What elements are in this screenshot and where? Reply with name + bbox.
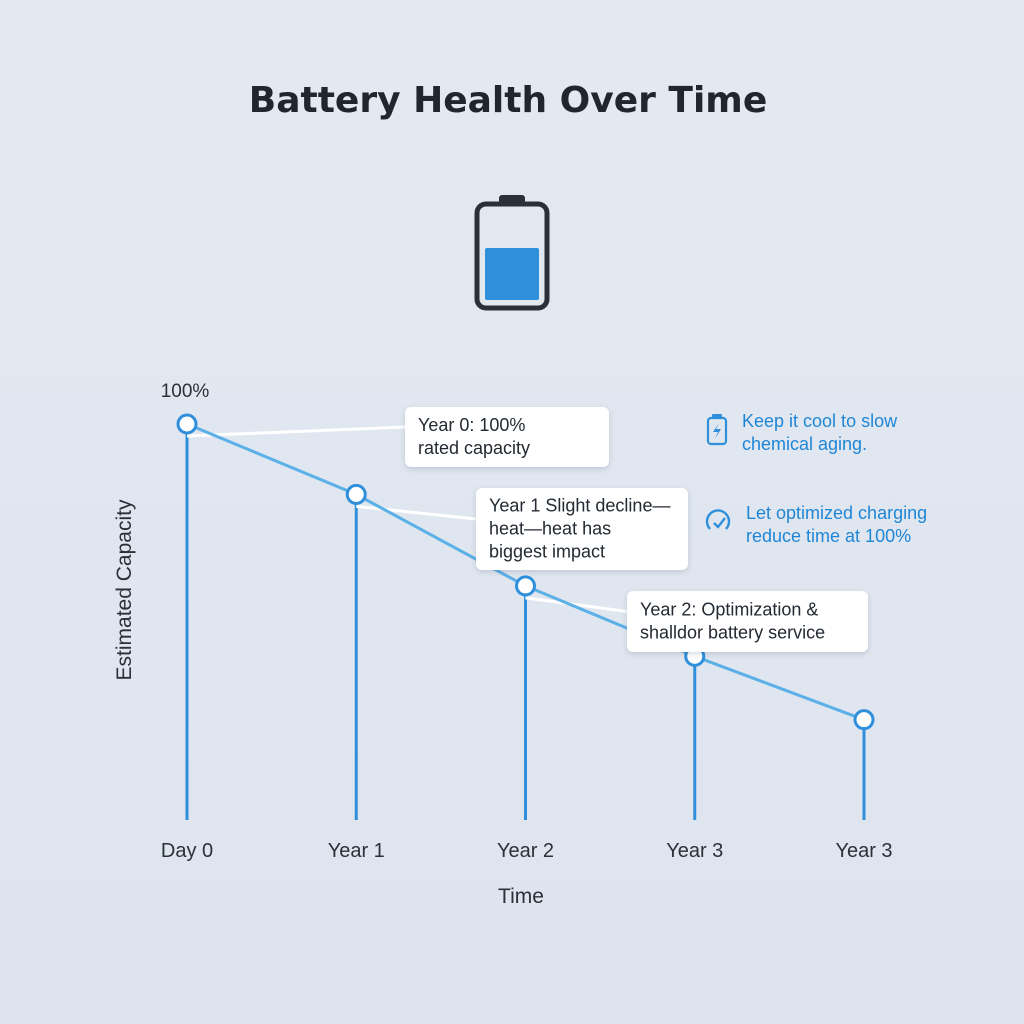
callout-text: shalldor battery service (640, 623, 825, 643)
tips: Keep it cool to slow chemical aging. Let o… (705, 411, 927, 546)
callout-box (405, 407, 609, 467)
callout: Year 0: 100% rated capacity (405, 407, 609, 467)
tip-text: Keep it cool to slow (742, 411, 898, 431)
tip-text: reduce time at 100% (746, 526, 911, 546)
callout-text: heat—heat has (489, 519, 611, 539)
data-point (345, 483, 367, 505)
battery-bolt-icon (706, 414, 728, 446)
callout-text: Year 1 Slight decline— (489, 496, 670, 516)
chart-title: Battery Health Over Time (249, 80, 767, 121)
callout: Year 1 Slight decline— heat—heat has bigge… (476, 488, 688, 570)
stem-lines (185, 424, 866, 820)
callout-box (476, 488, 688, 570)
callout-box (627, 591, 868, 652)
battery-icon (474, 195, 550, 311)
data-point (853, 709, 875, 731)
y-axis-label: Estimated Capacity (113, 499, 136, 680)
data-point (515, 575, 536, 597)
x-tick-label: Year 3 (666, 840, 723, 862)
tip-text: chemical aging. (742, 434, 867, 454)
x-axis-label: Time (498, 885, 544, 908)
callout-text: rated capacity (418, 438, 530, 458)
tip: Let optimized charging reduce time at 100… (705, 503, 927, 546)
x-tick-label: Year 2 (497, 840, 554, 862)
peak-value-label: 100% (161, 381, 210, 402)
x-tick-labels: Day 0 Year 1 Year 2 Year 3 Year 3 (161, 840, 893, 862)
callout-leader (186, 425, 406, 438)
x-tick-label: Day 0 (161, 840, 213, 862)
tip-text: Let optimized charging (746, 503, 927, 523)
gauge-check-icon (705, 509, 731, 530)
callout-text: Year 2: Optimization & (640, 600, 818, 620)
callout-text: Year 0: 100% (418, 415, 525, 435)
data-point (176, 413, 198, 435)
callout: Year 2: Optimization & shalldor battery s… (627, 591, 868, 652)
x-tick-label: Year 1 (328, 840, 385, 862)
callouts: Year 0: 100% rated capacity Year 1 Slight … (405, 407, 868, 652)
callout-leader (356, 504, 477, 521)
x-tick-label: Year 3 (835, 840, 892, 862)
tip: Keep it cool to slow chemical aging. (706, 411, 898, 454)
callout-leader (525, 596, 628, 613)
callout-leaders (186, 425, 628, 613)
callout-text: biggest impact (489, 542, 605, 562)
